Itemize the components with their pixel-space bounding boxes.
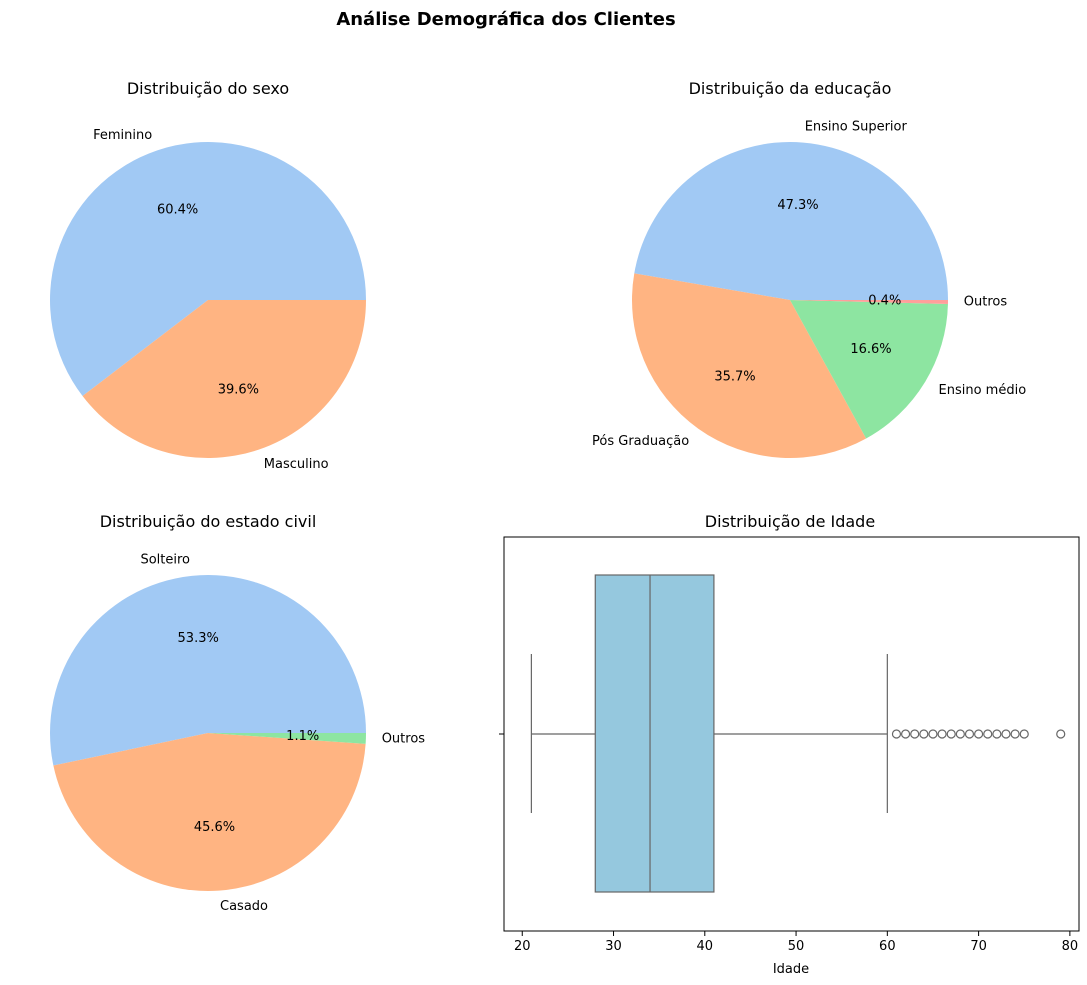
outlier-point — [891, 729, 902, 739]
pie-pct-pos-graduacao: 35.7% — [714, 370, 755, 385]
outlier-point — [937, 729, 947, 739]
outlier-point — [1019, 729, 1029, 739]
pie-chart-marital-status: Distribuição do estado civil Solteiro 53.… — [50, 512, 425, 914]
pie-pct-masculino: 39.6% — [218, 382, 259, 397]
pie-pct-outros: 0.4% — [868, 294, 901, 309]
pie-slice-outros — [208, 733, 366, 744]
pie-label-masculino: Masculino — [264, 457, 329, 472]
pie-slice-outros — [790, 300, 948, 304]
pie-slice-ensino-medio — [790, 300, 948, 439]
pie-label-casado: Casado — [220, 899, 268, 914]
pie-slice-ensino-superior — [634, 142, 948, 300]
box-iqr — [594, 574, 715, 893]
x-tick-label: 60 — [879, 939, 896, 954]
figure-title: Análise Demográfica dos Clientes — [336, 9, 675, 30]
pie-slice-solteiro — [50, 575, 367, 766]
chart-title-marital-status: Distribuição do estado civil — [100, 512, 317, 531]
x-axis-label: Idade — [773, 962, 809, 977]
pie-label-ensino-medio: Ensino médio — [939, 383, 1027, 398]
x-tick-label: 70 — [970, 939, 987, 954]
pie-label-ensino-superior: Ensino Superior — [805, 119, 908, 134]
pie-label-feminino: Feminino — [93, 128, 152, 143]
outlier-point — [928, 729, 938, 739]
x-tick-label: 40 — [697, 939, 714, 954]
pie-pct-casado: 45.6% — [194, 820, 235, 835]
outlier-point — [900, 729, 911, 739]
pie-pct-feminino: 60.4% — [157, 203, 198, 218]
chart-title-education: Distribuição da educação — [689, 79, 892, 98]
x-tick-label: 50 — [788, 939, 805, 954]
pie-chart-sex: Distribuição do sexo Feminino 60.4% Mascul… — [50, 79, 367, 472]
outlier-point — [992, 729, 1002, 739]
pie-label-outros: Outros — [964, 295, 1008, 310]
pie-slice-feminino — [50, 141, 367, 397]
outlier-point — [955, 729, 965, 739]
pie-pct-ensino-superior: 47.3% — [777, 198, 818, 213]
pie-label-solteiro: Solteiro — [140, 553, 190, 568]
outlier-point — [974, 729, 984, 739]
outlier-point — [919, 729, 929, 739]
x-tick-label: 20 — [514, 939, 531, 954]
outlier-point — [1001, 729, 1011, 739]
pie-pct-outros: 1.1% — [286, 729, 319, 744]
pie-pct-ensino-medio: 16.6% — [850, 342, 891, 357]
outlier-point — [1010, 729, 1020, 739]
pie-chart-education: Distribuição da educação Ensino Superior… — [592, 79, 1027, 459]
pie-label-pos-graduacao: Pós Graduação — [592, 434, 689, 449]
boxplot-age: Distribuição de Idade Idade 20 30 40 50 60 70… — [499, 512, 1080, 977]
outlier-point — [964, 729, 975, 739]
pie-pct-solteiro: 53.3% — [178, 631, 219, 646]
pie-slice-pos-graduacao — [632, 273, 867, 459]
x-tick-label: 80 — [1062, 939, 1079, 954]
outlier-point — [1056, 729, 1066, 739]
pie-label-outros: Outros — [382, 732, 426, 747]
outlier-point — [983, 729, 993, 739]
pie-slice-casado — [53, 733, 366, 892]
chart-title-sex: Distribuição do sexo — [127, 79, 289, 98]
x-tick-label: 30 — [605, 939, 622, 954]
outlier-point — [946, 729, 956, 739]
chart-title-age: Distribuição de Idade — [705, 512, 875, 531]
pie-slice-masculino — [82, 300, 367, 458]
outlier-point — [910, 729, 920, 739]
